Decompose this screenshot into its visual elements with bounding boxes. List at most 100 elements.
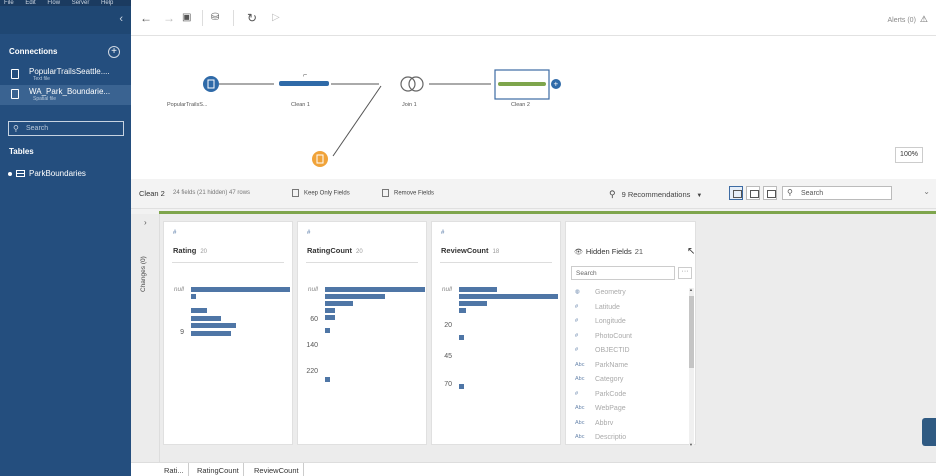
histogram-bar[interactable] (325, 301, 353, 306)
table-item-parkboundaries[interactable]: ParkBoundaries (8, 169, 86, 178)
histogram-bar[interactable] (191, 323, 236, 328)
menu-help[interactable]: Help (101, 0, 114, 6)
hidden-fields-search-input[interactable]: Search (571, 266, 675, 280)
number-type-icon: # (307, 230, 311, 236)
zoom-level[interactable]: 100% (895, 147, 923, 163)
flow-canvas[interactable]: ⌐ + PopularTrailsS... Clean 1 Join 1 Cle… (131, 36, 936, 179)
refresh-icon[interactable]: ↻ (247, 11, 258, 25)
histogram-bar[interactable] (459, 308, 466, 313)
hidden-fields-header[interactable]: 👁 Hidden Fields 21 (574, 247, 643, 256)
toolbar-divider (202, 10, 203, 26)
chevron-right-icon[interactable]: › (144, 218, 147, 227)
back-arrow-icon[interactable]: ← (140, 11, 152, 25)
string-type-icon: Abc (575, 376, 585, 382)
file-icon (11, 89, 19, 99)
caret-down-icon: ▼ (696, 193, 703, 199)
histogram-bar[interactable] (459, 294, 558, 299)
hidden-field-item[interactable]: # Latitude (571, 301, 687, 315)
histogram-bar[interactable] (325, 294, 385, 299)
hidden-field-item[interactable]: Abc ParkName (571, 359, 687, 373)
input-node-parks[interactable] (312, 151, 328, 167)
scroll-down-icon[interactable]: ▼ (689, 442, 693, 447)
join-1-node[interactable] (400, 76, 416, 92)
profile-card-reviewcount[interactable]: # ReviewCount 18 null 20 45 70 (431, 221, 561, 445)
number-type-icon: # (575, 332, 579, 339)
hidden-field-item[interactable]: Abc WebPage (571, 402, 687, 416)
forward-arrow-icon[interactable]: → (163, 11, 175, 25)
column-tab-reviewcount[interactable]: ReviewCount (250, 463, 304, 476)
field-count: 18 (492, 249, 500, 255)
field-header[interactable]: RatingCount 20 (307, 246, 363, 255)
histogram-bar[interactable] (459, 384, 464, 389)
hidden-field-name: Latitude (595, 303, 620, 311)
histogram-bar[interactable] (459, 335, 464, 340)
hidden-field-item[interactable]: Abc Category (571, 373, 687, 387)
hidden-field-item[interactable]: # Longitude (571, 315, 687, 329)
list-view-button[interactable] (763, 186, 777, 200)
bin-label: 9 (180, 329, 184, 336)
sidebar-search-input[interactable]: ⚲ Search (8, 121, 124, 136)
string-type-icon: Abc (575, 361, 585, 368)
data-source-icon[interactable]: ⛁ (211, 12, 220, 23)
hidden-field-item[interactable]: # OBJECTID (571, 344, 687, 358)
header-divider (306, 262, 418, 263)
step-title: Clean 2 (139, 189, 165, 198)
connections-sidebar: File Edit Flow Server Help ‹ Connections… (0, 0, 131, 476)
field-header[interactable]: Rating 20 (173, 246, 207, 255)
histogram-bar[interactable] (325, 377, 330, 382)
connection-item-trails[interactable]: PopularTrailsSeattle.... Text file (0, 65, 131, 85)
save-icon[interactable]: ▣ (182, 12, 192, 23)
histogram-bar[interactable] (459, 301, 487, 306)
node-label-join-1: Join 1 (402, 102, 417, 108)
field-header[interactable]: ReviewCount 18 (441, 246, 499, 255)
hidden-field-item[interactable]: Abc Descriptio (571, 431, 687, 445)
histogram-bar[interactable] (191, 331, 231, 336)
grid-view-button[interactable] (746, 186, 760, 200)
step-search-input[interactable]: ⚲ Search (782, 186, 892, 200)
histogram-bar[interactable] (191, 294, 196, 299)
profile-card-rating[interactable]: # Rating 20 null 9 (163, 221, 293, 445)
hidden-field-item[interactable]: # PhotoCount (571, 330, 687, 344)
run-icon[interactable]: ▷ (272, 12, 280, 23)
histogram-bar[interactable] (325, 308, 335, 313)
hidden-field-item[interactable]: ◍ Geometry (571, 286, 687, 300)
column-tab-ratingcount[interactable]: RatingCount (193, 463, 244, 476)
histogram-bar[interactable] (191, 287, 290, 292)
scrollbar-thumb[interactable] (689, 296, 694, 368)
menu-file[interactable]: File (4, 0, 14, 6)
connection-item-parks[interactable]: WA_Park_Boundarie... Spatial file (0, 85, 131, 105)
histogram-bar[interactable] (325, 328, 330, 333)
chevron-left-icon[interactable]: ‹ (119, 13, 123, 25)
add-step-icon[interactable] (551, 79, 561, 89)
column-tab-rating[interactable]: Rati... (160, 463, 189, 476)
recommendations-dropdown[interactable]: ⚲ 9 Recommendations ▼ (609, 189, 702, 200)
chevron-down-icon[interactable]: ⌄ (923, 187, 930, 196)
histogram-bar[interactable] (191, 316, 221, 321)
keep-only-label: Keep Only Fields (304, 190, 350, 197)
add-connection-button[interactable]: + (108, 46, 120, 58)
more-options-icon[interactable]: ··· (678, 267, 692, 279)
keep-only-fields-button[interactable]: Keep Only Fields (292, 189, 350, 197)
alerts-button[interactable]: Alerts (0) ⚠ (888, 14, 928, 25)
profile-view-button[interactable] (729, 186, 743, 200)
scroll-up-icon[interactable]: ▲ (689, 287, 693, 292)
menu-server[interactable]: Server (71, 0, 90, 6)
histogram-bar[interactable] (459, 287, 497, 292)
hidden-field-item[interactable]: Abc Abbrv (571, 417, 687, 431)
hidden-field-item[interactable]: # ParkCode (571, 388, 687, 402)
side-panel-tab[interactable] (922, 418, 936, 446)
remove-fields-button[interactable]: Remove Fields (382, 189, 434, 197)
histogram-bar[interactable] (325, 287, 425, 292)
input-node-trails[interactable] (203, 76, 219, 92)
changes-label: Changes (0) (140, 256, 147, 292)
hidden-fields-scrollbar[interactable]: ▲ ▼ (689, 287, 694, 447)
menu-flow[interactable]: Flow (47, 0, 61, 6)
changes-panel-toggle[interactable]: › Changes (0) (131, 214, 160, 462)
histogram-bar[interactable] (325, 315, 335, 320)
menu-edit[interactable]: Edit (25, 0, 36, 6)
histogram-bar[interactable] (191, 308, 207, 313)
hidden-field-name: Abbrv (595, 419, 614, 427)
profile-card-ratingcount[interactable]: # RatingCount 20 null 60 140 220 (297, 221, 427, 445)
clean-1-node[interactable] (279, 81, 329, 86)
field-name: RatingCount (307, 246, 352, 255)
